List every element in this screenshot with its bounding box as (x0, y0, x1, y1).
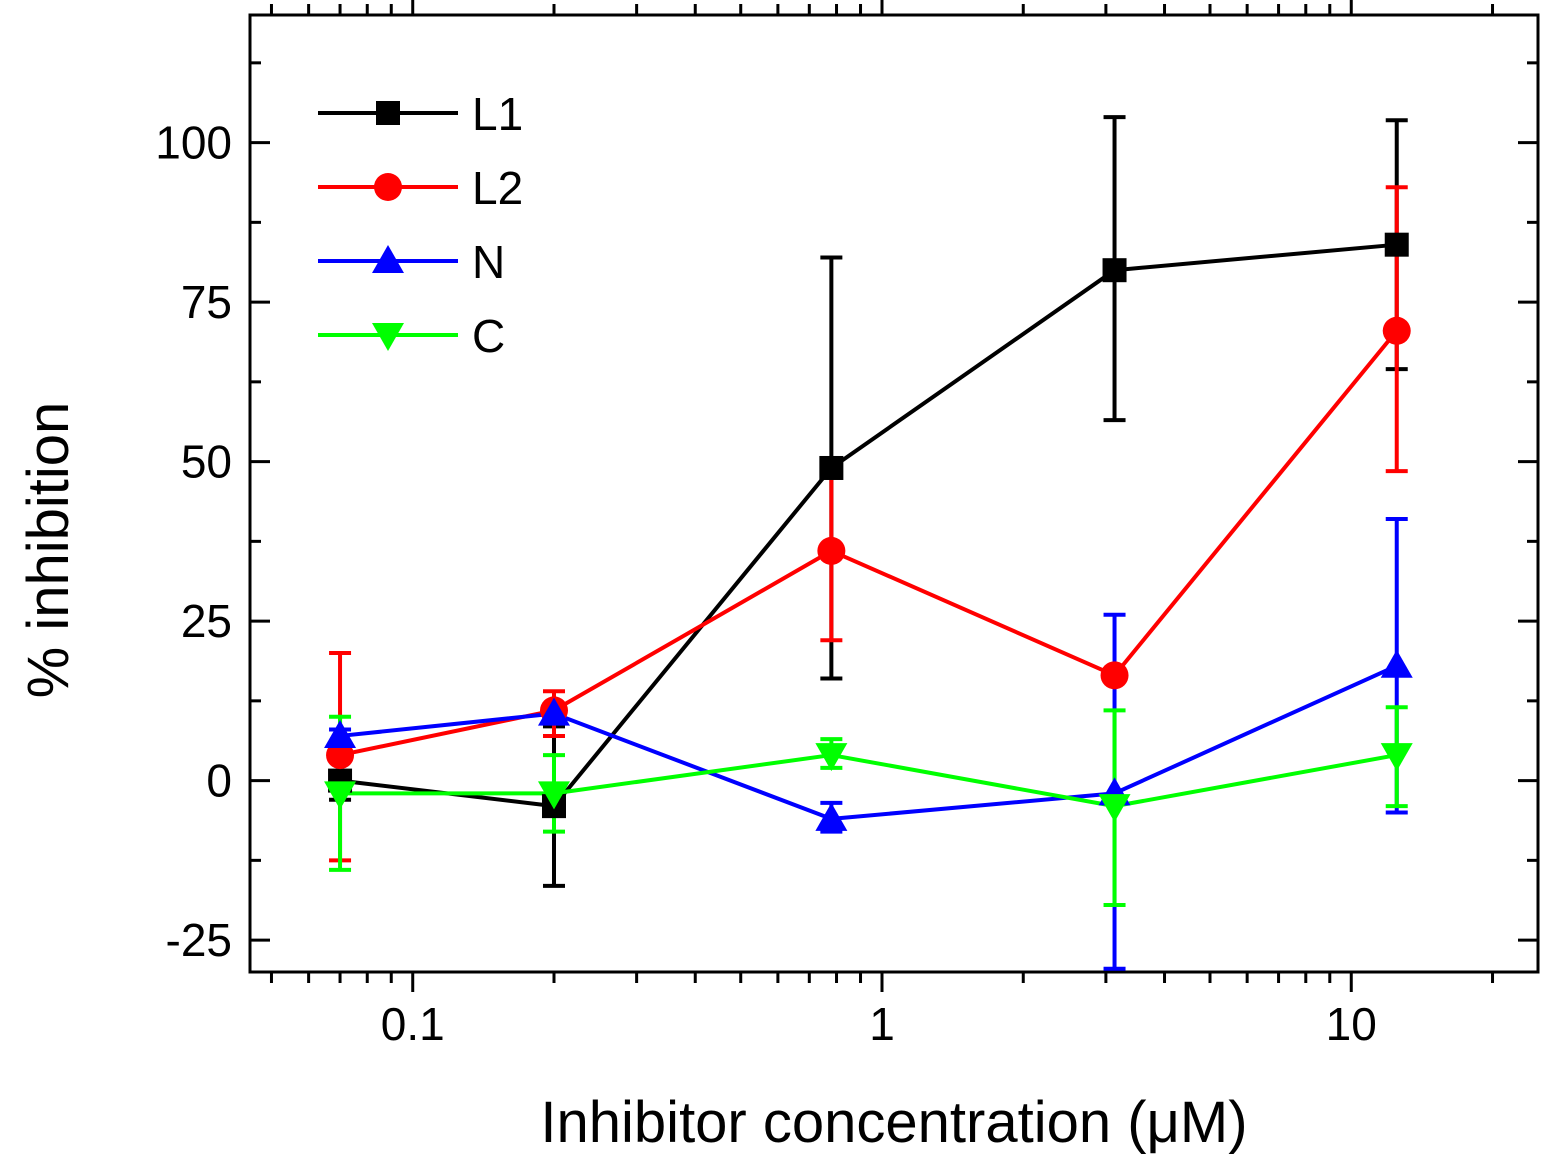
data-point-l2 (1382, 316, 1411, 345)
legend-marker-l2 (374, 173, 402, 201)
legend-label-n: N (472, 236, 505, 288)
y-tick-label: -25 (166, 914, 232, 966)
legend-marker-n (372, 245, 404, 273)
legend-label-l1: L1 (472, 88, 523, 140)
x-tick-label: 0.1 (381, 998, 445, 1050)
series-markers (324, 232, 1413, 831)
data-point-c (324, 781, 357, 810)
x-tick-label: 1 (869, 998, 895, 1050)
data-point-c (1380, 743, 1413, 772)
data-point-l1 (819, 455, 844, 480)
data-point-l2 (817, 536, 846, 565)
legend: L1 L2 NC (318, 88, 523, 362)
data-point-n (815, 802, 848, 831)
data-point-n (537, 697, 570, 726)
y-tick-label: 50 (181, 436, 232, 488)
y-axis-title: % inhibition (16, 402, 81, 699)
data-point-n (1380, 649, 1413, 678)
data-point-l1 (1384, 232, 1409, 257)
data-point-l2 (326, 741, 355, 770)
y-tick-label: 0 (206, 755, 232, 807)
data-point-c (537, 781, 570, 810)
legend-label-l2: L2 (472, 162, 523, 214)
data-point-c (1098, 794, 1131, 823)
y-tick-label: 25 (181, 595, 232, 647)
legend-marker-l1 (376, 101, 400, 125)
axis-ticks: -25 0 25 50 75 100 0.1 1 10 (155, 0, 1538, 1050)
data-point-l1 (1102, 258, 1127, 283)
y-tick-label: 75 (181, 276, 232, 328)
data-point-l2 (1100, 661, 1129, 690)
y-tick-label: 100 (155, 117, 232, 169)
legend-marker-c (372, 323, 404, 351)
legend-label-c: C (472, 310, 505, 362)
plot-frame (248, 13, 1540, 974)
data-point-c (815, 743, 848, 772)
data-point-n (324, 719, 357, 748)
x-axis-title: Inhibitor concentration (μM) (540, 1090, 1247, 1155)
x-tick-label: 10 (1326, 998, 1377, 1050)
